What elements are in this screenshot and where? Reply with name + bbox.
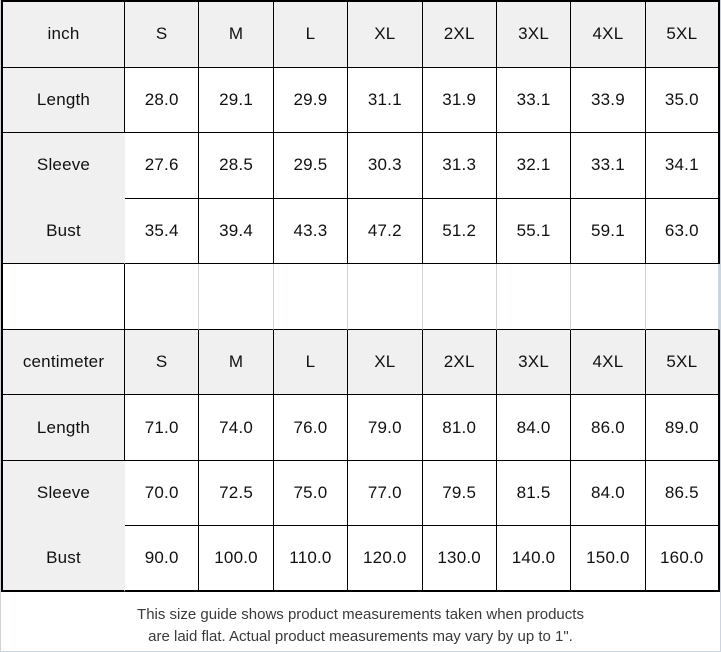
size-header-cell: 5XL — [645, 2, 720, 68]
spacer-cell — [496, 264, 572, 330]
measurement-value-cell: 55.1 — [496, 198, 572, 265]
measurement-value-cell: 33.1 — [571, 133, 646, 199]
size-table: inch S M L XL 2XL 3XL 4XL 5XL Length 28.0 29.1 29.9 3… — [1, 0, 720, 592]
measurement-value-cell: 71.0 — [125, 395, 200, 461]
measurement-value-cell: 81.5 — [496, 460, 572, 527]
size-header-cell: XL — [348, 2, 423, 68]
spacer-cell — [571, 264, 646, 330]
size-header-cell: L — [273, 329, 349, 396]
measurement-value-cell: 90.0 — [125, 526, 200, 592]
row-label-cell: Length — [3, 395, 125, 461]
measurement-value-cell: 84.0 — [571, 460, 646, 527]
size-header-cell: 2XL — [422, 329, 497, 396]
unit-header-cell: centimeter — [3, 329, 125, 396]
size-guide-note: This size guide shows product measuremen… — [1, 592, 720, 651]
size-header-cell: 4XL — [571, 2, 646, 68]
size-header-cell: 3XL — [496, 329, 572, 396]
measurement-value-cell: 86.0 — [571, 395, 646, 461]
size-header-cell: XL — [348, 329, 423, 396]
size-header-cell: 3XL — [496, 2, 572, 68]
size-header-cell: M — [199, 2, 274, 68]
measurement-value-cell: 43.3 — [273, 198, 349, 265]
spacer-cell — [422, 264, 497, 330]
measurement-value-cell: 79.0 — [348, 395, 423, 461]
measurement-value-cell: 81.0 — [422, 395, 497, 461]
measurement-value-cell: 72.5 — [199, 460, 274, 527]
measurement-value-cell: 28.5 — [199, 133, 274, 199]
measurement-value-cell: 74.0 — [199, 395, 274, 461]
size-header-cell: L — [273, 2, 349, 68]
measurement-value-cell: 35.0 — [645, 67, 720, 134]
measurement-value-cell: 29.1 — [199, 67, 274, 134]
spacer-cell — [3, 264, 125, 330]
measurement-value-cell: 30.3 — [348, 133, 423, 199]
size-header-cell: 4XL — [571, 329, 646, 396]
size-header-cell: 5XL — [645, 329, 720, 396]
measurement-value-cell: 77.0 — [348, 460, 423, 527]
measurement-value-cell: 59.1 — [571, 198, 646, 265]
row-label-cell: Sleeve — [3, 460, 125, 527]
unit-header-cell: inch — [3, 2, 125, 68]
measurement-value-cell: 35.4 — [125, 198, 200, 265]
measurement-value-cell: 29.9 — [273, 67, 349, 134]
measurement-value-cell: 31.9 — [422, 67, 497, 134]
row-label-cell: Bust — [3, 198, 125, 265]
measurement-value-cell: 70.0 — [125, 460, 200, 527]
size-header-cell: M — [199, 329, 274, 396]
spacer-cell — [199, 264, 274, 330]
measurement-value-cell: 86.5 — [645, 460, 720, 527]
spacer-cell — [645, 264, 720, 330]
measurement-value-cell: 100.0 — [199, 526, 274, 592]
measurement-value-cell: 130.0 — [422, 526, 497, 592]
size-header-cell: 2XL — [422, 2, 497, 68]
measurement-value-cell: 39.4 — [199, 198, 274, 265]
measurement-value-cell: 33.1 — [496, 67, 572, 134]
measurement-value-cell: 31.3 — [422, 133, 497, 199]
measurement-value-cell: 150.0 — [571, 526, 646, 592]
measurement-value-cell: 140.0 — [496, 526, 572, 592]
measurement-value-cell: 33.9 — [571, 67, 646, 134]
measurement-value-cell: 110.0 — [273, 526, 349, 592]
measurement-value-cell: 34.1 — [645, 133, 720, 199]
spacer-cell — [273, 264, 349, 330]
row-label-cell: Length — [3, 67, 125, 134]
measurement-value-cell: 32.1 — [496, 133, 572, 199]
row-label-cell: Sleeve — [3, 133, 125, 199]
measurement-value-cell: 75.0 — [273, 460, 349, 527]
size-header-cell: S — [125, 329, 200, 396]
measurement-value-cell: 47.2 — [348, 198, 423, 265]
measurement-value-cell: 120.0 — [348, 526, 423, 592]
measurement-value-cell: 79.5 — [422, 460, 497, 527]
measurement-value-cell: 28.0 — [125, 67, 200, 134]
measurement-value-cell: 89.0 — [645, 395, 720, 461]
note-line-1: This size guide shows product measuremen… — [137, 605, 584, 623]
spacer-cell — [125, 264, 200, 330]
measurement-value-cell: 31.1 — [348, 67, 423, 134]
measurement-value-cell: 160.0 — [645, 526, 720, 592]
measurement-value-cell: 84.0 — [496, 395, 572, 461]
measurement-value-cell: 29.5 — [273, 133, 349, 199]
size-header-cell: S — [125, 2, 200, 68]
measurement-value-cell: 76.0 — [273, 395, 349, 461]
measurement-value-cell: 51.2 — [422, 198, 497, 265]
spacer-cell — [348, 264, 423, 330]
row-label-cell: Bust — [3, 526, 125, 592]
measurement-value-cell: 63.0 — [645, 198, 720, 265]
measurement-value-cell: 27.6 — [125, 133, 200, 199]
note-line-2: are laid flat. Actual product measuremen… — [148, 627, 573, 645]
